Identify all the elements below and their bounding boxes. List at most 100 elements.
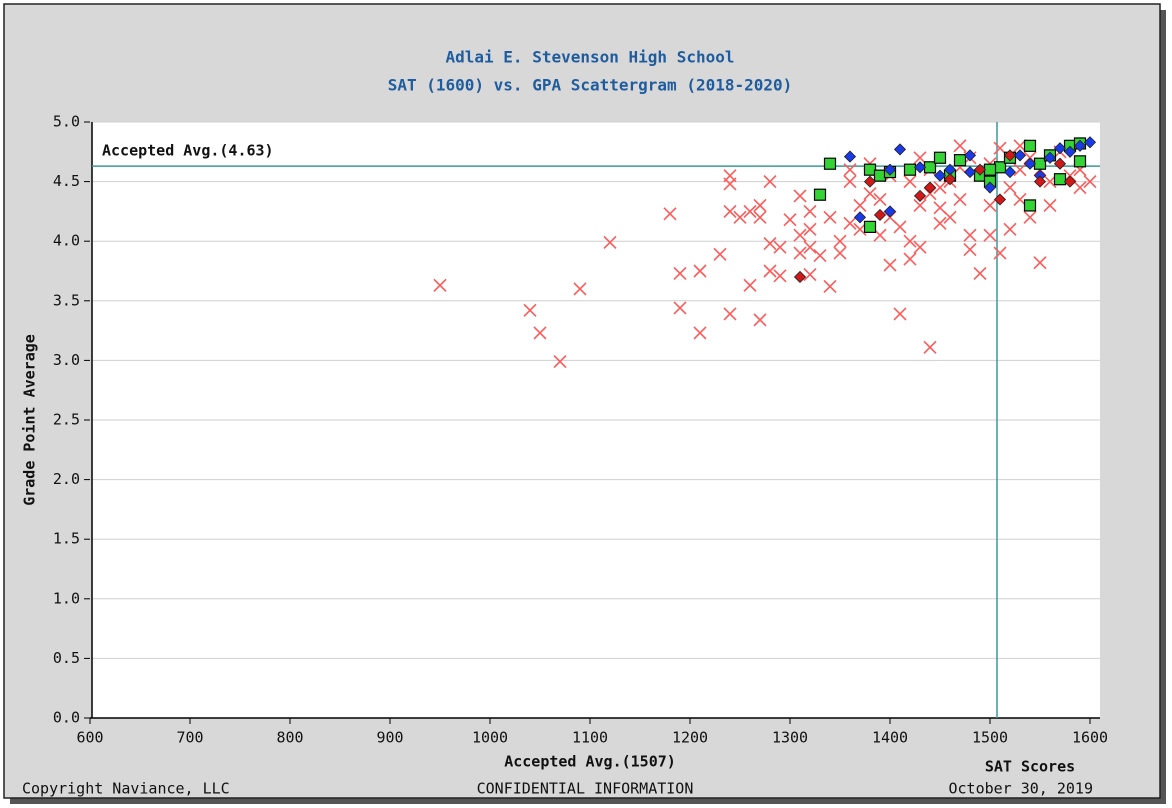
footer-center: CONFIDENTIAL INFORMATION — [477, 780, 694, 798]
point — [433, 278, 447, 292]
point — [763, 175, 777, 189]
x-tick-label: 1600 — [1072, 729, 1108, 747]
point — [1083, 175, 1097, 189]
point — [753, 198, 767, 213]
point — [1023, 157, 1037, 170]
point — [903, 163, 917, 176]
point — [823, 210, 837, 224]
point — [973, 163, 987, 176]
y-tick-label: 1.0 — [53, 589, 80, 607]
point — [903, 252, 917, 266]
point — [813, 248, 827, 263]
point — [1013, 149, 1027, 162]
point — [693, 326, 707, 340]
point — [933, 216, 947, 230]
y-tick-label: 0.0 — [53, 709, 80, 727]
y-tick-label: 5.0 — [53, 113, 80, 131]
point — [553, 355, 567, 369]
point — [943, 210, 957, 224]
point — [723, 204, 737, 218]
y-tick-label: 3.5 — [53, 291, 80, 309]
x-tick-label: 800 — [276, 729, 303, 747]
point — [923, 161, 937, 174]
point — [853, 211, 867, 224]
point — [903, 234, 917, 248]
x-tick-label: 1000 — [472, 729, 508, 747]
point — [993, 246, 1007, 260]
point — [883, 205, 897, 218]
point — [933, 151, 947, 164]
point — [1003, 165, 1017, 179]
point — [693, 264, 707, 278]
point — [893, 307, 907, 321]
point — [793, 228, 807, 242]
point — [823, 279, 837, 294]
point — [713, 247, 727, 261]
x-tick-label: 1300 — [772, 729, 808, 747]
point — [933, 169, 947, 182]
point — [773, 240, 787, 254]
point — [893, 143, 907, 156]
point — [1013, 163, 1027, 177]
point — [863, 186, 877, 201]
point — [853, 198, 867, 213]
point — [873, 208, 887, 222]
x-tick-label: 600 — [76, 729, 103, 747]
point — [753, 210, 767, 224]
point — [1053, 173, 1067, 186]
point — [843, 163, 857, 177]
point — [843, 150, 857, 163]
point — [1073, 139, 1087, 152]
point — [933, 180, 947, 195]
point — [963, 242, 977, 257]
point — [723, 307, 737, 321]
point — [673, 301, 687, 315]
point — [673, 266, 687, 280]
point — [1073, 180, 1087, 195]
point — [793, 246, 807, 260]
x-tick-label: 900 — [376, 729, 403, 747]
point — [903, 175, 917, 189]
chart-title: Adlai E. Stevenson High School — [446, 48, 735, 67]
y-tick-label: 4.5 — [53, 172, 80, 190]
point — [1043, 198, 1057, 213]
point — [1003, 222, 1017, 236]
point — [603, 235, 617, 249]
point — [763, 237, 777, 251]
point — [823, 157, 837, 170]
point — [873, 192, 887, 207]
point — [953, 139, 967, 153]
point — [913, 240, 927, 254]
point — [743, 278, 757, 292]
point — [963, 165, 977, 179]
point — [833, 234, 847, 248]
point — [793, 189, 807, 203]
point — [1063, 145, 1077, 158]
point — [993, 161, 1007, 174]
y-tick-label: 2.0 — [53, 470, 80, 488]
x-tick-label: 1200 — [672, 729, 708, 747]
point — [753, 313, 767, 327]
y-tick-label: 1.5 — [53, 530, 80, 548]
point — [523, 303, 537, 317]
point — [1033, 175, 1047, 188]
point — [573, 282, 587, 296]
point — [783, 213, 797, 227]
point — [863, 163, 877, 176]
point — [873, 169, 887, 182]
y-tick-label: 4.0 — [53, 232, 80, 250]
series — [793, 149, 1077, 284]
y-tick-label: 3.0 — [53, 351, 80, 369]
point — [803, 204, 817, 218]
point — [533, 326, 547, 340]
point — [923, 181, 937, 194]
point — [863, 220, 877, 233]
point — [843, 175, 857, 189]
point — [1023, 139, 1037, 152]
x-tick-label: 1100 — [572, 729, 608, 747]
point — [1063, 175, 1077, 188]
point — [793, 270, 807, 284]
x-tick-label: 1400 — [872, 729, 908, 747]
footer-left: Copyright Naviance, LLC — [22, 780, 230, 798]
point — [813, 188, 827, 201]
